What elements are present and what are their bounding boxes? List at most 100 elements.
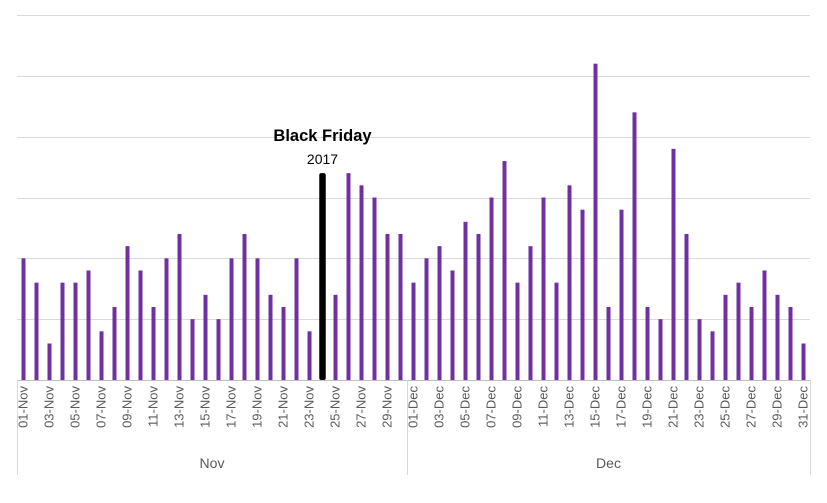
bar-01-Dec <box>411 282 416 380</box>
bar-30-Nov <box>398 234 403 380</box>
x-tick-label: 05-Dec <box>458 386 473 428</box>
bar-23-Nov <box>307 331 312 380</box>
bar-06-Dec <box>476 234 481 380</box>
bar-03-Nov <box>47 343 52 380</box>
bar-09-Nov <box>125 246 130 380</box>
bar-11-Nov <box>151 307 156 380</box>
x-tick-label: 09-Dec <box>510 386 525 428</box>
x-tick-label: 25-Nov <box>328 386 343 428</box>
x-tick-label: 11-Nov <box>146 386 161 427</box>
x-tick-label: 31-Dec <box>796 386 811 428</box>
bar-08-Dec <box>502 161 507 380</box>
bar-25-Nov <box>333 294 338 380</box>
bar-19-Nov <box>255 258 260 380</box>
x-tick-label: 21-Nov <box>276 386 291 428</box>
bar-04-Dec <box>450 270 455 380</box>
bar-21-Dec <box>671 148 676 380</box>
x-tick-label: 21-Dec <box>666 386 681 428</box>
bar-31-Dec <box>801 343 806 380</box>
bar-30-Dec <box>788 307 793 380</box>
x-tick-label: 09-Nov <box>120 386 135 428</box>
x-tick-label: 13-Nov <box>172 386 187 428</box>
x-tick-label: 11-Dec <box>536 386 551 427</box>
group-label-nov: Nov <box>200 455 225 471</box>
bar-01-Nov <box>21 258 26 380</box>
bar-24-Dec <box>710 331 715 380</box>
bar-20-Nov <box>268 294 273 380</box>
x-tick-label: 23-Dec <box>692 386 707 428</box>
bar-18-Nov <box>242 234 247 380</box>
x-tick-label: 23-Nov <box>302 386 317 428</box>
x-tick-label: 17-Nov <box>224 386 239 428</box>
bar-22-Dec <box>684 234 689 380</box>
bar-20-Dec <box>658 319 663 380</box>
bar-09-Dec <box>515 282 520 380</box>
bar-13-Dec <box>567 185 572 380</box>
bar-05-Dec <box>463 221 468 380</box>
group-label-dec: Dec <box>596 455 621 471</box>
bar-23-Dec <box>697 319 702 380</box>
bar-26-Dec <box>736 282 741 380</box>
x-tick-label: 07-Dec <box>484 386 499 428</box>
bar-11-Dec <box>541 197 546 380</box>
bar-15-Dec <box>593 63 598 381</box>
bar-21-Nov <box>281 307 286 380</box>
x-tick-label: 01-Nov <box>16 386 31 428</box>
bar-12-Dec <box>554 282 559 380</box>
bar-14-Nov <box>190 319 195 380</box>
bar-06-Nov <box>86 270 91 380</box>
bar-05-Nov <box>73 282 78 380</box>
x-group-labels: Nov Dec <box>17 380 811 475</box>
bar-26-Nov <box>346 173 351 380</box>
gridlines <box>17 15 810 320</box>
x-tick-label: 19-Dec <box>640 386 655 428</box>
bar-17-Nov <box>229 258 234 380</box>
bar-04-Nov <box>60 282 65 380</box>
bar-28-Dec <box>762 270 767 380</box>
x-tick-label: 27-Nov <box>354 386 369 428</box>
x-tick-labels: 01-Nov 03-Nov 05-Nov 07-Nov 09-Nov 11-Nov 13-N… <box>16 386 811 428</box>
bars <box>21 63 806 381</box>
bar-18-Dec <box>632 112 637 380</box>
bar-10-Nov <box>138 270 143 380</box>
x-tick-label: 19-Nov <box>250 386 265 428</box>
bar-02-Dec <box>424 258 429 380</box>
bar-02-Nov <box>34 282 39 380</box>
bar-27-Nov <box>359 185 364 380</box>
x-tick-label: 03-Dec <box>432 386 447 428</box>
bar-13-Nov <box>177 234 182 380</box>
bar-15-Nov <box>203 294 208 380</box>
bar-29-Dec <box>775 294 780 380</box>
x-tick-label: 13-Dec <box>562 386 577 428</box>
bar-10-Dec <box>528 246 533 380</box>
bar-16-Nov <box>216 319 221 380</box>
x-tick-label: 27-Dec <box>744 386 759 428</box>
bar-16-Dec <box>606 307 611 380</box>
x-tick-label: 17-Dec <box>614 386 629 428</box>
bar-22-Nov <box>294 258 299 380</box>
x-tick-label: 15-Nov <box>198 386 213 428</box>
black-friday-annotation: Black Friday 2017 <box>273 127 372 167</box>
bar-27-Dec <box>749 307 754 380</box>
bar-29-Nov <box>385 234 390 380</box>
bar-07-Nov <box>99 331 104 380</box>
bar-28-Nov <box>372 197 377 380</box>
annotation-title: Black Friday <box>273 127 372 145</box>
x-tick-label: 01-Dec <box>406 386 421 428</box>
x-tick-label: 25-Dec <box>718 386 733 428</box>
highlight-bar-24-Nov <box>319 173 326 380</box>
bar-03-Dec <box>437 246 442 380</box>
bar-08-Nov <box>112 307 117 380</box>
x-tick-label: 29-Nov <box>380 386 395 428</box>
bar-12-Nov <box>164 258 169 380</box>
bar-14-Dec <box>580 209 585 380</box>
x-tick-label: 29-Dec <box>770 386 785 428</box>
bar-17-Dec <box>619 209 624 380</box>
bar-19-Dec <box>645 307 650 380</box>
x-tick-label: 07-Nov <box>94 386 109 428</box>
x-tick-label: 15-Dec <box>588 386 603 428</box>
x-tick-label: 03-Nov <box>42 386 57 428</box>
annotation-subtitle: 2017 <box>307 151 338 167</box>
bar-07-Dec <box>489 197 494 380</box>
